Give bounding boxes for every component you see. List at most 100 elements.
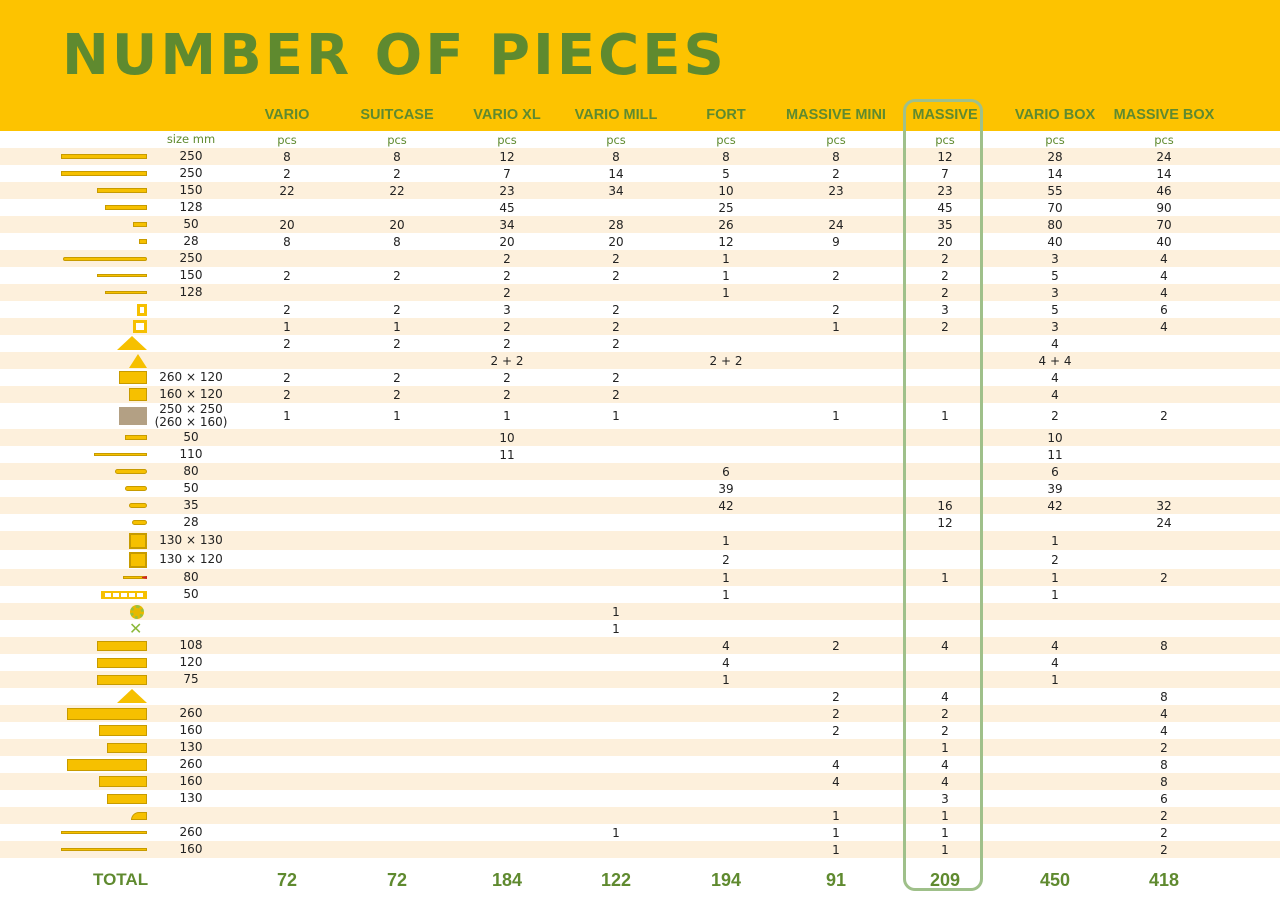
quantity-cell: 2 (503, 388, 511, 402)
quantity-cell: 8 (612, 150, 620, 164)
column-header: MASSIVE (912, 107, 978, 123)
thin-slat-icon (61, 848, 147, 851)
pcs-unit-label: pcs (716, 133, 736, 147)
quantity-cell: 2 (612, 269, 620, 283)
quantity-cell: 2 (612, 320, 620, 334)
size-label: 160 (179, 723, 203, 737)
quantity-cell: 2 (1160, 571, 1168, 585)
quantity-cell: 8 (1160, 775, 1168, 789)
quantity-cell: 2 (283, 269, 291, 283)
quantity-cell: 2 (393, 388, 401, 402)
header-band: NUMBER OF PIECES (0, 0, 1280, 131)
quantity-cell: 20 (608, 235, 624, 249)
quantity-cell: 2 (503, 371, 511, 385)
quantity-cell: 14 (1156, 167, 1172, 181)
quantity-cell: 1 (722, 252, 730, 266)
table-row: 128 45 25 45 70 90 (0, 199, 1280, 216)
quantity-cell: 1 (283, 409, 291, 423)
quantity-cell: 1 (941, 826, 949, 840)
quantity-cell: 6 (722, 465, 730, 479)
table-row: 250 8 8 12 8 8 8 12 28 24 (0, 148, 1280, 165)
quantity-cell: 1 (722, 673, 730, 687)
quantity-cell: 2 (503, 252, 511, 266)
round-log-icon (125, 486, 147, 491)
quantity-cell: 2 (393, 269, 401, 283)
board-icon (119, 371, 147, 384)
column-header: VARIO (264, 107, 310, 123)
pcs-unit-label: pcs (497, 133, 517, 147)
table-row: 260 4 4 8 (0, 756, 1280, 773)
quantity-cell: 4 (941, 758, 949, 772)
quantity-cell: 1 (612, 826, 620, 840)
quantity-cell: 6 (1160, 303, 1168, 317)
quantity-cell: 3 (503, 303, 511, 317)
quantity-cell: 34 (608, 184, 624, 198)
total-value: 194 (710, 870, 742, 890)
dowel-block-icon (125, 435, 147, 440)
quantity-cell: 1 (722, 571, 730, 585)
quantity-cell: 5 (1051, 303, 1059, 317)
quantity-cell: 34 (499, 218, 515, 232)
quantity-cell: 1 (1051, 534, 1059, 548)
quantity-cell: 2 (832, 724, 840, 738)
quantity-cell: 3 (1051, 320, 1059, 334)
table-row: 260 1 1 1 2 (0, 824, 1280, 841)
table-row: 50 1 1 (0, 586, 1280, 603)
quantity-cell: 4 (1051, 639, 1059, 653)
quantity-cell: 2 + 2 (490, 354, 524, 368)
quantity-cell: 20 (389, 218, 405, 232)
quantity-cell: 4 + 4 (1038, 354, 1072, 368)
table-row: 150 2 2 2 2 1 2 2 5 4 (0, 267, 1280, 284)
quantity-cell: 4 (941, 690, 949, 704)
size-label: 260 × 120 (159, 370, 223, 384)
size-label: 160 (179, 774, 203, 788)
quantity-cell: 4 (1160, 320, 1168, 334)
base-plate-icon (119, 407, 147, 425)
table-row: 128 2 1 2 3 4 (0, 284, 1280, 301)
quantity-cell: 5 (1051, 269, 1059, 283)
quantity-cell: 11 (1047, 448, 1063, 462)
quantity-cell: 1 (832, 809, 840, 823)
quantity-cell: 70 (1156, 218, 1172, 232)
quantity-cell: 1 (941, 741, 949, 755)
table-row: 250 2 2 1 2 3 4 (0, 250, 1280, 267)
quantity-cell: 2 (503, 286, 511, 300)
size-label: 28 (183, 234, 199, 248)
size-label: 128 (179, 200, 203, 214)
page-title: NUMBER OF PIECES (62, 23, 727, 88)
quantity-cell: 8 (832, 150, 840, 164)
quantity-cell: 8 (283, 150, 291, 164)
quantity-cell: 1 (503, 409, 511, 423)
quantity-cell: 2 (832, 167, 840, 181)
quantity-cell: 90 (1156, 201, 1172, 215)
size-label: 35 (183, 498, 199, 512)
quantity-cell: 2 (832, 639, 840, 653)
quantity-cell: 12 (937, 516, 953, 530)
size-label: 50 (183, 430, 199, 444)
quantity-cell: 2 + 2 (709, 354, 743, 368)
size-label: 250 (179, 251, 203, 265)
size-label: 128 (179, 285, 203, 299)
quantity-cell: 4 (1160, 707, 1168, 721)
pcs-unit-label: pcs (606, 133, 626, 147)
size-unit-label: size mm (166, 132, 216, 146)
quantity-cell: 4 (1051, 337, 1059, 351)
table-row: 28 12 24 (0, 514, 1280, 531)
quantity-cell: 9 (832, 235, 840, 249)
thin-slat-icon (61, 831, 147, 834)
quantity-cell: 10 (718, 184, 734, 198)
mini-block-icon (139, 239, 147, 244)
table-row: 1 1 2 (0, 807, 1280, 824)
table-row: 130 1 2 (0, 739, 1280, 756)
quantity-cell: 1 (722, 588, 730, 602)
quantity-cell: 4 (1160, 724, 1168, 738)
beam-icon (99, 725, 147, 736)
quantity-cell: 42 (718, 499, 734, 513)
size-label: 108 (179, 638, 203, 652)
quantity-cell: 40 (1156, 235, 1172, 249)
wide-beam-icon (67, 707, 147, 720)
table-row: 28 8 8 20 20 12 9 20 40 40 (0, 233, 1280, 250)
quantity-cell: 23 (937, 184, 953, 198)
quantity-cell: 22 (389, 184, 405, 198)
gate-plank-icon (97, 640, 147, 651)
